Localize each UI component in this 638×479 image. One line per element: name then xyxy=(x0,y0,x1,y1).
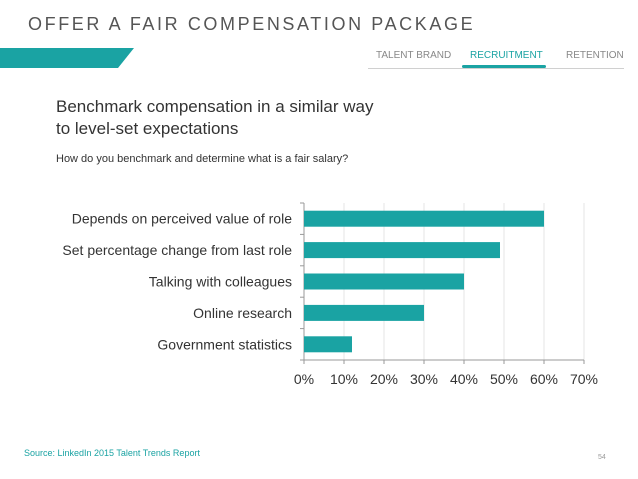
category-label: Government statistics xyxy=(157,336,292,352)
x-tick-label: 20% xyxy=(370,371,398,387)
category-label: Depends on perceived value of role xyxy=(72,211,292,227)
headline: Benchmark compensation in a similar way … xyxy=(56,96,373,140)
category-label: Talking with colleagues xyxy=(149,274,292,290)
page-number: 54 xyxy=(598,454,606,461)
tab-recruitment[interactable]: RECRUITMENT xyxy=(470,50,543,61)
x-tick-label: 50% xyxy=(490,371,518,387)
category-label: Online research xyxy=(193,305,292,321)
bar xyxy=(304,242,500,259)
x-tick-label: 40% xyxy=(450,371,478,387)
section-nav: TALENT BRAND RECRUITMENT RETENTION xyxy=(368,48,624,69)
bar xyxy=(304,304,424,321)
headline-line-1: Benchmark compensation in a similar way xyxy=(56,97,374,116)
x-tick-label: 70% xyxy=(570,371,598,387)
bar-chart: 0% 10% 20% 30% 40% 50% 60% 70% Depends on percei… xyxy=(62,202,598,387)
x-tick-label: 30% xyxy=(410,371,438,387)
source-note: Source: LinkedIn 2015 Talent Trends Repo… xyxy=(24,448,200,458)
bar xyxy=(304,273,464,290)
active-tab-indicator xyxy=(462,65,546,68)
bar xyxy=(304,210,544,227)
title-accent-bar xyxy=(0,48,134,68)
tab-talent-brand[interactable]: TALENT BRAND xyxy=(376,50,452,61)
tab-retention[interactable]: RETENTION xyxy=(566,50,624,61)
bar xyxy=(304,336,352,353)
x-tick-label: 60% xyxy=(530,371,558,387)
x-tick-label: 10% xyxy=(330,371,358,387)
slide-title: OFFER A FAIR COMPENSATION PACKAGE xyxy=(28,14,476,34)
x-tick-label: 0% xyxy=(294,371,314,387)
headline-line-2: to level-set expectations xyxy=(56,119,239,138)
category-label: Set percentage change from last role xyxy=(62,242,292,258)
survey-question: How do you benchmark and determine what … xyxy=(56,153,349,165)
